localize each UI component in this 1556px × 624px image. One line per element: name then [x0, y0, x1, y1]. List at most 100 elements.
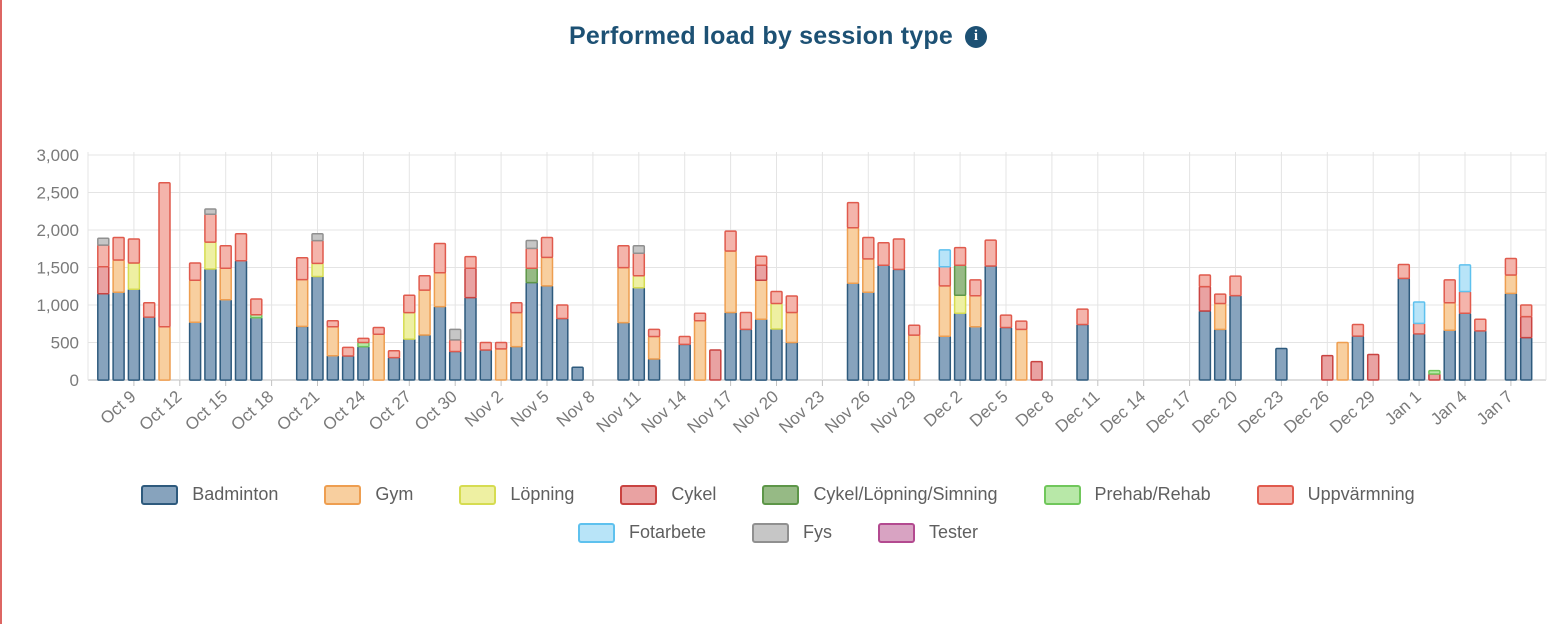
- bar-segment[interactable]: Oct 30 · Uppvärmning: 155: [448, 339, 462, 353]
- bar-segment[interactable]: Oct 7 · Fys: 90: [97, 237, 110, 246]
- bar-segment[interactable]: Oct 14 · Fys: 70: [204, 208, 217, 216]
- bar-segment[interactable]: Jan 2 · Prehab/Rehab: 45: [1428, 369, 1441, 375]
- bar-segment[interactable]: Nov 21 · Gym: 400: [785, 311, 799, 344]
- bar-segment[interactable]: Nov 14 · Uppvärmning: 105: [678, 335, 691, 346]
- bar-segment[interactable]: Nov 17 · Badminton: 900: [724, 311, 737, 381]
- bar-segment[interactable]: Nov 20 · Löpning: 340: [770, 302, 783, 330]
- bar-segment[interactable]: Oct 13 · Badminton: 770: [188, 321, 202, 381]
- bar-segment[interactable]: Nov 14 · Badminton: 475: [678, 343, 691, 381]
- bar-segment[interactable]: Nov 28 · Uppvärmning: 405: [892, 238, 906, 271]
- bar-segment[interactable]: Nov 18 · Uppvärmning: 225: [739, 311, 753, 331]
- legend-item-l-pning[interactable]: Löpning: [459, 484, 574, 505]
- bar-segment[interactable]: Jan 5 · Badminton: 655: [1474, 330, 1487, 381]
- bar-segment[interactable]: Oct 10 · Uppvärmning: 190: [142, 302, 156, 318]
- bar-segment[interactable]: Dec 1 · Fotarbete: 225: [938, 249, 952, 268]
- bar-segment[interactable]: Dec 1 · Badminton: 585: [938, 335, 952, 381]
- bar-segment[interactable]: Nov 4 · Uppvärmning: 265: [525, 247, 538, 270]
- bar-segment[interactable]: Nov 29 · Uppvärmning: 130: [907, 324, 921, 336]
- bar-segment[interactable]: Dec 23 · Badminton: 420: [1275, 347, 1288, 381]
- bar-segment[interactable]: Oct 29 · Gym: 450: [433, 272, 447, 308]
- bar-segment[interactable]: Oct 30 · Fys: 140: [448, 328, 462, 341]
- bar-segment[interactable]: Nov 19 · Badminton: 810: [754, 318, 768, 381]
- bar-segment[interactable]: Dec 1 · Uppvärmning: 255: [938, 266, 952, 287]
- bar-segment[interactable]: Nov 10 · Gym: 735: [617, 266, 630, 324]
- bar-segment[interactable]: Dec 18 · Uppvärmning: 155: [1198, 274, 1212, 288]
- bar-segment[interactable]: Nov 7 · Badminton: 170: [571, 366, 584, 381]
- bar-segment[interactable]: Dec 31 · Badminton: 1355: [1397, 277, 1411, 381]
- bar-segment[interactable]: Oct 15 · Badminton: 1070: [219, 299, 232, 381]
- legend-item-uppv-rmning[interactable]: Uppvärmning: [1256, 484, 1415, 505]
- bar-segment[interactable]: Nov 11 · Uppvärmning: 300: [632, 252, 646, 277]
- bar-segment[interactable]: Nov 10 · Uppvärmning: 290: [617, 245, 630, 269]
- bar-segment[interactable]: Dec 3 · Badminton: 710: [969, 326, 982, 381]
- bar-segment[interactable]: Dec 26 · Cykel: 325: [1321, 354, 1334, 381]
- bar-segment[interactable]: Oct 20 · Badminton: 715: [295, 325, 309, 381]
- bar-segment[interactable]: Oct 27 · Löpning: 355: [403, 311, 416, 340]
- bar-segment[interactable]: Oct 9 · Löpning: 350: [127, 262, 141, 291]
- bar-segment[interactable]: Nov 10 · Badminton: 765: [617, 321, 630, 381]
- bar-segment[interactable]: Oct 31 · Uppvärmning: 155: [464, 255, 477, 269]
- bar-segment[interactable]: Oct 20 · Gym: 625: [295, 278, 309, 328]
- bar-segment[interactable]: Dec 2 · Löpning: 240: [953, 294, 967, 315]
- bar-segment[interactable]: Nov 26 · Gym: 445: [862, 258, 875, 294]
- bar-segment[interactable]: Oct 22 · Gym: 385: [326, 326, 340, 357]
- bar-segment[interactable]: Nov 11 · Löpning: 160: [632, 275, 646, 289]
- bar-segment[interactable]: Jan 8 · Uppvärmning: 155: [1519, 304, 1533, 318]
- bar-segment[interactable]: Oct 8 · Gym: 430: [112, 259, 125, 294]
- legend-item-tester[interactable]: Tester: [878, 522, 978, 543]
- bar-segment[interactable]: Oct 15 · Uppvärmning: 300: [219, 245, 232, 270]
- bar-segment[interactable]: Dec 19 · Uppvärmning: 125: [1213, 293, 1227, 305]
- bar-segment[interactable]: Nov 17 · Gym: 820: [724, 250, 737, 314]
- info-circle-icon[interactable]: i: [964, 25, 987, 48]
- bar-segment[interactable]: Nov 26 · Uppvärmning: 285: [862, 236, 875, 260]
- bar-segment[interactable]: Nov 19 · Gym: 520: [754, 279, 768, 321]
- bar-segment[interactable]: Oct 20 · Uppvärmning: 290: [295, 257, 309, 281]
- bar-segment[interactable]: Dec 1 · Gym: 670: [938, 285, 952, 337]
- bar-segment[interactable]: Dec 31 · Uppvärmning: 185: [1397, 263, 1411, 280]
- bar-segment[interactable]: Nov 2 · Gym: 415: [494, 348, 508, 381]
- bar-segment[interactable]: Dec 5 · Uppvärmning: 165: [999, 314, 1013, 329]
- bar-segment[interactable]: Oct 31 · Cykel: 390: [464, 267, 477, 299]
- bar-segment[interactable]: Jan 3 · Gym: 365: [1443, 302, 1456, 331]
- bar-segment[interactable]: Oct 9 · Uppvärmning: 320: [127, 238, 141, 264]
- bar-segment[interactable]: Dec 10 · Uppvärmning: 205: [1076, 308, 1089, 326]
- bar-segment[interactable]: Jan 1 · Badminton: 615: [1412, 333, 1426, 381]
- bar-segment[interactable]: Dec 29 · Cykel: 340: [1366, 353, 1380, 381]
- bar-segment[interactable]: Oct 21 · Löpning: 175: [311, 262, 324, 278]
- bar-segment[interactable]: Dec 4 · Uppvärmning: 345: [984, 239, 997, 267]
- bar-segment[interactable]: Oct 25 · Gym: 610: [372, 333, 385, 381]
- bar-segment[interactable]: Dec 10 · Badminton: 740: [1076, 323, 1089, 381]
- bar-segment[interactable]: Nov 12 · Badminton: 280: [647, 358, 661, 381]
- legend-item-fys[interactable]: Fys: [752, 522, 832, 543]
- bar-segment[interactable]: Jan 7 · Uppvärmning: 220: [1504, 257, 1518, 276]
- bar-segment[interactable]: Oct 16 · Badminton: 1590: [234, 260, 248, 381]
- bar-segment[interactable]: Jan 1 · Fotarbete: 285: [1412, 301, 1426, 325]
- bar-segment[interactable]: Nov 3 · Uppvärmning: 130: [510, 302, 523, 314]
- bar-segment[interactable]: Nov 27 · Badminton: 1530: [877, 264, 890, 381]
- bar-segment[interactable]: Dec 7 · Cykel: 245: [1030, 360, 1043, 381]
- bar-segment[interactable]: Jan 3 · Badminton: 665: [1443, 329, 1456, 381]
- legend-item-cykel-l-pning-simning[interactable]: Cykel/Löpning/Simning: [762, 484, 998, 505]
- bar-segment[interactable]: Nov 21 · Uppvärmning: 220: [785, 295, 799, 314]
- bar-segment[interactable]: Oct 13 · Uppvärmning: 230: [188, 262, 202, 282]
- bar-segment[interactable]: Nov 29 · Gym: 600: [907, 334, 921, 381]
- legend-item-badminton[interactable]: Badminton: [141, 484, 278, 505]
- bar-segment[interactable]: Oct 8 · Uppvärmning: 300: [112, 236, 125, 261]
- bar-segment[interactable]: Jan 7 · Badminton: 1155: [1504, 292, 1518, 381]
- bar-segment[interactable]: Nov 28 · Badminton: 1475: [892, 268, 906, 381]
- bar-segment[interactable]: Nov 20 · Uppvärmning: 160: [770, 290, 783, 305]
- bar-segment[interactable]: Oct 29 · Uppvärmning: 390: [433, 242, 447, 274]
- bar-segment[interactable]: Oct 27 · Uppvärmning: 230: [403, 294, 416, 314]
- bar-segment[interactable]: Oct 10 · Badminton: 840: [142, 316, 156, 381]
- bar-segment[interactable]: Nov 11 · Badminton: 1230: [632, 287, 646, 381]
- bar-segment[interactable]: Oct 25 · Uppvärmning: 90: [372, 326, 385, 336]
- bar-segment[interactable]: Oct 21 · Badminton: 1380: [311, 275, 324, 381]
- bar-segment[interactable]: Oct 26 · Uppvärmning: 90: [387, 350, 401, 359]
- legend-item-gym[interactable]: Gym: [324, 484, 413, 505]
- bar-segment[interactable]: Oct 22 · Badminton: 325: [326, 354, 340, 381]
- bar-segment[interactable]: Oct 11 · Uppvärmning: 1920: [158, 182, 171, 328]
- bar-segment[interactable]: Oct 21 · Uppvärmning: 305: [311, 239, 324, 265]
- bar-segment[interactable]: Oct 28 · Gym: 600: [418, 289, 431, 336]
- bar-segment[interactable]: Nov 16 · Cykel: 400: [709, 349, 722, 381]
- bar-segment[interactable]: Oct 30 · Badminton: 380: [448, 350, 462, 381]
